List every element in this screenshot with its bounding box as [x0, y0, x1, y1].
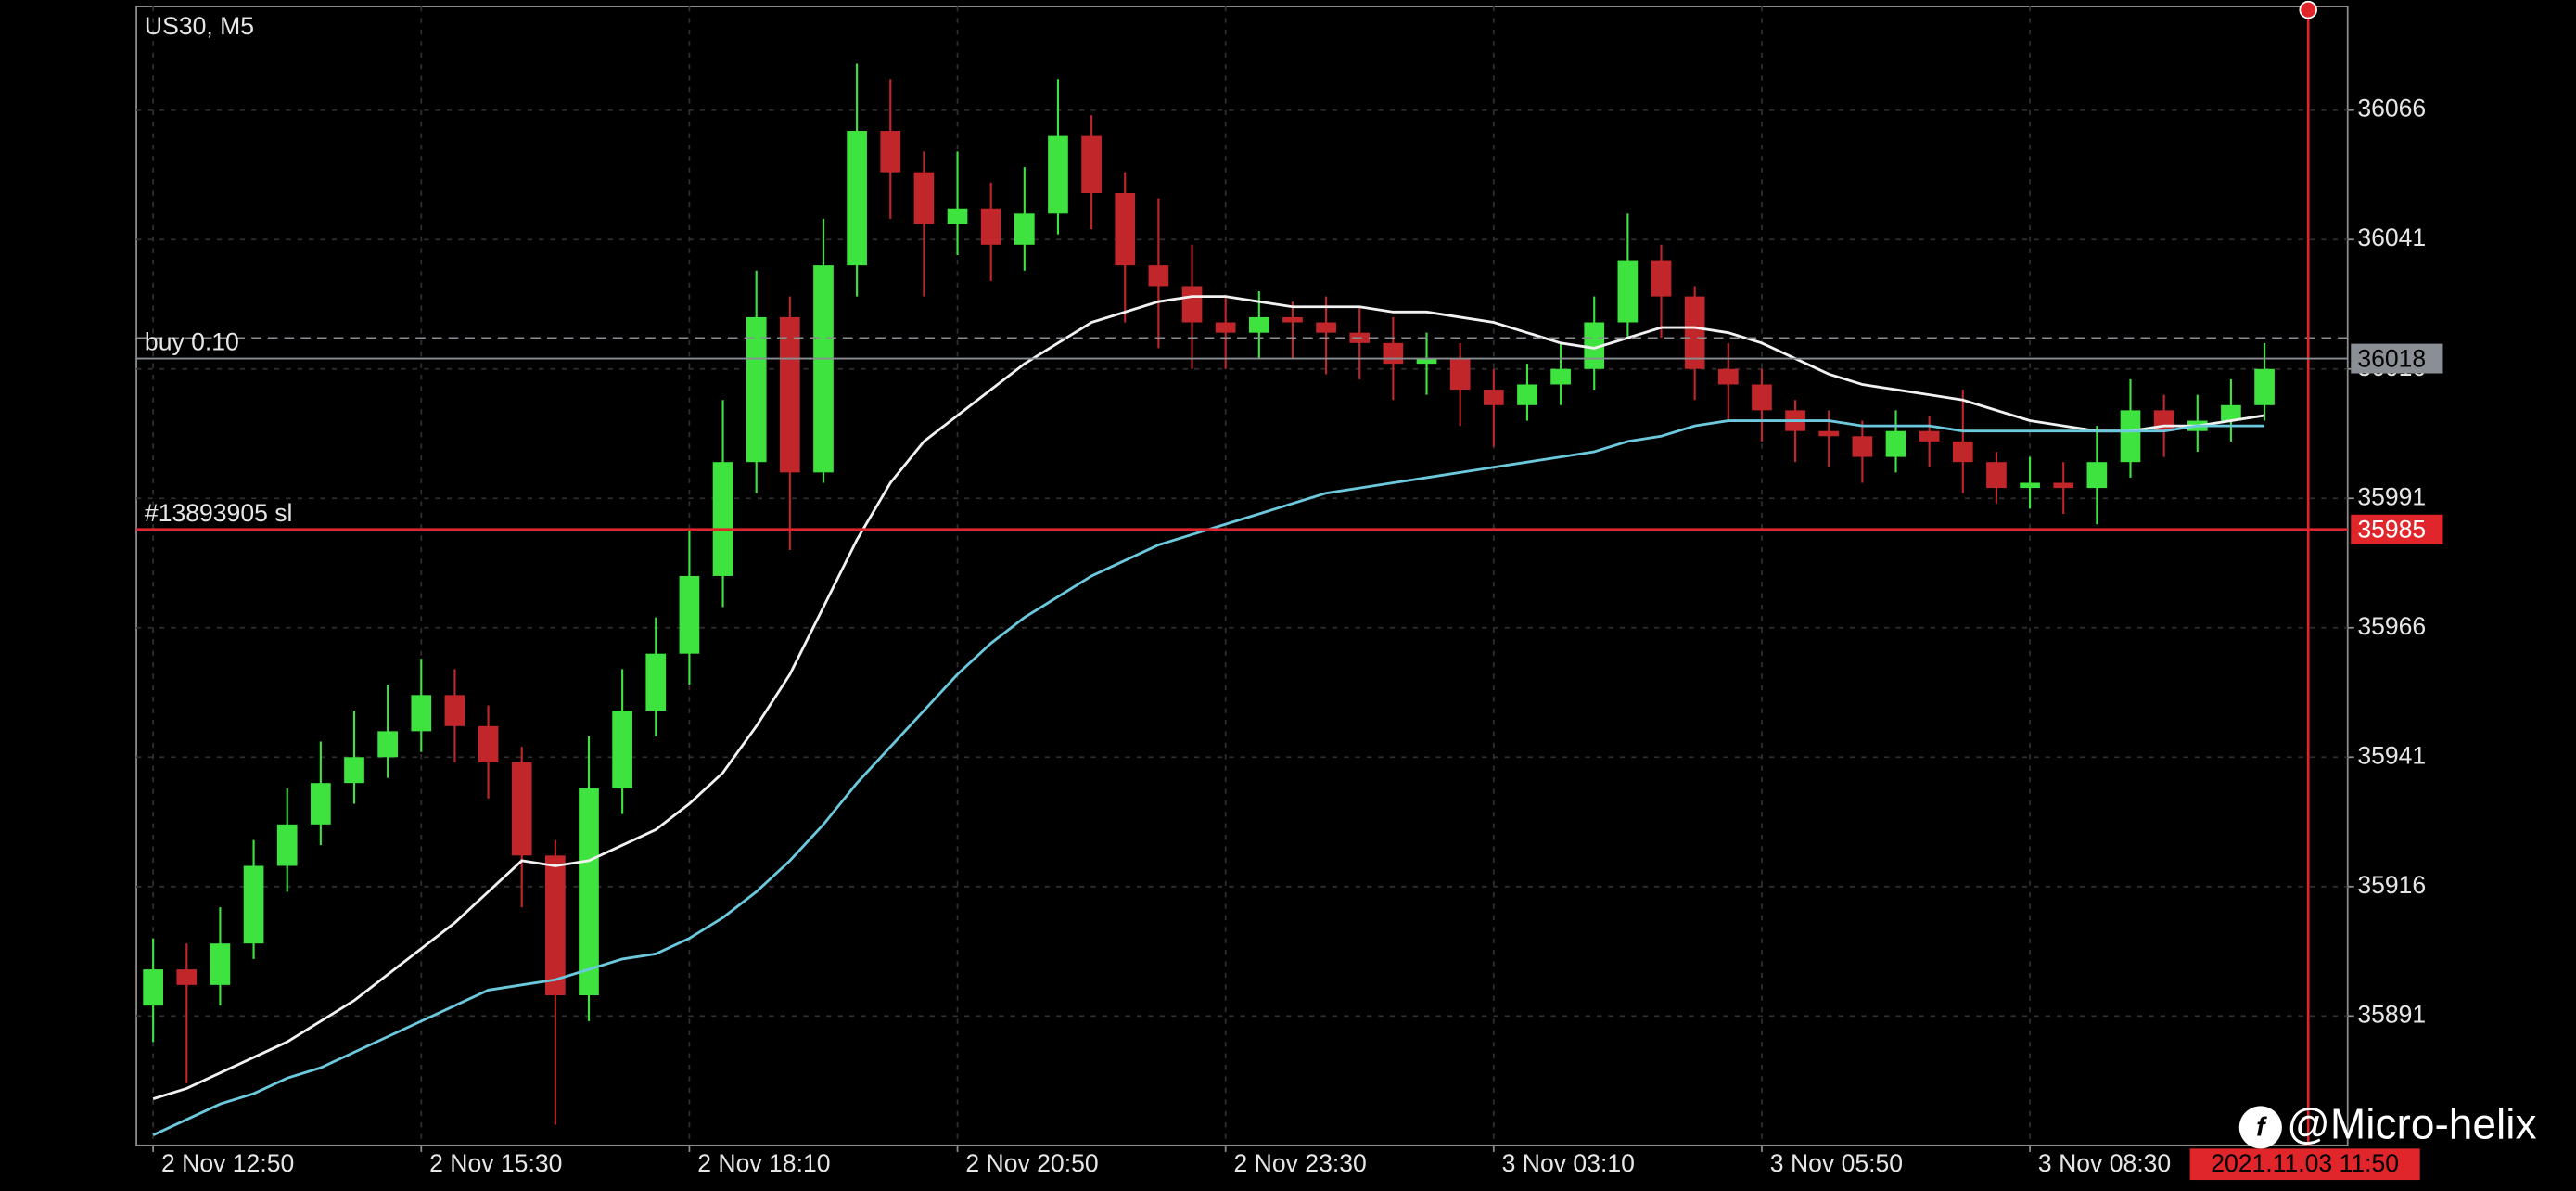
candle-body: [511, 762, 532, 856]
price-box-label: 35985: [2357, 516, 2426, 544]
candle-body: [1483, 390, 1504, 405]
y-tick-label: 35966: [2357, 612, 2426, 640]
y-tick-label: 35916: [2357, 871, 2426, 899]
candle-body: [411, 695, 432, 732]
candle-body: [1449, 358, 1471, 391]
candle-body: [344, 757, 364, 784]
watermark-text: @Micro-helix: [2287, 1100, 2536, 1148]
candle-body: [478, 725, 499, 762]
candle-body: [679, 575, 700, 654]
y-tick-label: 35891: [2357, 1000, 2426, 1028]
watermark-icon: [2238, 1106, 2282, 1149]
y-tick-label: 35941: [2357, 741, 2426, 769]
candle-body: [2053, 482, 2074, 489]
watermark: f @Micro-helix: [2238, 1100, 2537, 1149]
candle-body: [1852, 436, 1873, 457]
candle-body: [847, 131, 867, 266]
candle-body: [947, 208, 968, 224]
candle-body: [746, 316, 767, 463]
candle-body: [612, 711, 632, 788]
candle-body: [210, 943, 231, 985]
order-level-label: #13893905 sl: [145, 499, 293, 527]
candle-body: [1952, 441, 1973, 463]
candle-body: [645, 653, 667, 711]
watermark-icon-glyph: f: [2256, 1113, 2267, 1143]
candle-body: [2086, 462, 2108, 489]
time-label: 2021.11.03 11:50: [2211, 1149, 2399, 1177]
plot-frame: [135, 6, 2349, 1146]
candle-body: [243, 865, 264, 944]
chart-title: US30, M5: [145, 12, 254, 40]
candle-body: [377, 731, 398, 758]
x-tick-label: 2 Nov 23:30: [1234, 1149, 1367, 1177]
candle-body: [1651, 260, 1672, 297]
price-box: [2351, 343, 2443, 374]
ma-line: [152, 295, 2265, 1100]
candle-body: [276, 824, 298, 866]
candle-body: [1081, 135, 1102, 193]
candle-body: [1181, 286, 1203, 323]
candle-body: [1517, 384, 1537, 405]
candle-body: [176, 969, 198, 985]
candle-body: [813, 265, 834, 473]
candle-body: [1383, 342, 1404, 365]
candle-body: [2221, 404, 2241, 421]
price-box: [2351, 514, 2443, 544]
candle-body: [1316, 322, 1336, 333]
candle-body: [1617, 260, 1639, 323]
candle-body: [1282, 316, 1303, 323]
candle-body: [1986, 462, 2007, 489]
candle-body: [880, 131, 901, 173]
x-tick-label: 3 Nov 08:30: [2038, 1149, 2171, 1177]
candle-body: [1752, 384, 1772, 411]
candle-body: [1919, 430, 1940, 442]
candle-body: [545, 855, 566, 995]
y-tick-label: 35991: [2357, 482, 2426, 510]
candle-body: [712, 462, 733, 576]
candle-body: [779, 316, 800, 473]
order-level-label: buy 0.10: [145, 328, 239, 356]
candle-body: [1215, 322, 1236, 333]
candle-body: [143, 969, 163, 1006]
candle-body: [1148, 265, 1169, 287]
x-tick-label: 3 Nov 03:10: [1502, 1149, 1635, 1177]
marks: [136, 63, 2348, 1136]
candle-body: [2120, 410, 2141, 463]
candle-body: [1684, 296, 1705, 369]
price-box-label: 36018: [2357, 344, 2426, 372]
x-tick-label: 3 Nov 05:50: [1770, 1149, 1903, 1177]
candle-body: [1115, 192, 1136, 266]
candle-body: [1550, 368, 1571, 385]
y-tick-label: 36041: [2357, 224, 2426, 251]
candle-body: [311, 783, 331, 825]
candle-body: [1416, 358, 1437, 365]
x-tick-label: 2 Nov 18:10: [697, 1149, 830, 1177]
x-tick-label: 2 Nov 20:50: [965, 1149, 1098, 1177]
candle-body: [1014, 213, 1035, 245]
candle-body: [1717, 368, 1739, 385]
candle-body: [2020, 482, 2040, 489]
candle-body: [2254, 368, 2275, 405]
x-tick-label: 2 Nov 15:30: [429, 1149, 562, 1177]
candle-body: [980, 208, 1001, 245]
grid: [136, 6, 2354, 1152]
candle-body: [1818, 430, 1840, 437]
candle-body: [1584, 322, 1605, 369]
candle-body: [913, 172, 935, 224]
x-tick-label: 2 Nov 12:50: [161, 1149, 294, 1177]
time-label-box: [2189, 1148, 2420, 1181]
time-cursor-handle: [2299, 0, 2317, 19]
candle-body: [579, 788, 599, 995]
candle-body: [1248, 316, 1269, 333]
candle-body: [444, 695, 465, 726]
candle-body: [1048, 135, 1068, 214]
candle-body: [1885, 430, 1906, 457]
y-tick-label: 36066: [2357, 95, 2426, 122]
